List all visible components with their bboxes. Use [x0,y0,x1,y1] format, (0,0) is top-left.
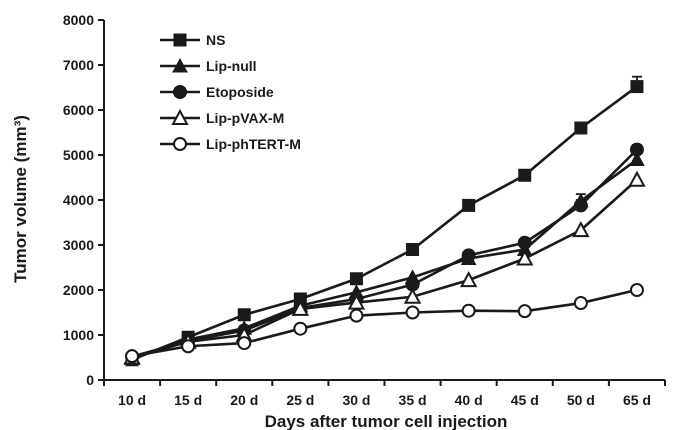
data-point-etoposide [629,142,644,157]
data-point-ns [349,272,363,286]
y-axis-title: Tumor volume (mm³) [11,115,30,283]
series-line-lip-pvax-m [131,178,638,359]
data-point-ns [574,121,588,135]
legend-entry-lip-null: Lip-null [160,57,257,74]
legend-marker-lip-null [172,57,188,73]
legend: NS Lip-null Etoposide Lip-pVAX-M Lip-phTERT-… [160,32,301,152]
x-tick-label: 15 d [174,392,202,408]
y-tick-label: 2000 [63,282,94,298]
y-tick-label: 1000 [63,327,94,343]
y-tick-label: 6000 [63,102,94,118]
x-tick-label: 40 d [455,392,483,408]
legend-label: NS [206,32,225,48]
series-line-lip-phtert-m [131,288,638,358]
legend-marker-lip-phtert-m [173,137,187,151]
data-point-lip-pvax-m [459,270,478,288]
data-point-lip-pvax-m [628,170,646,187]
legend-marker-lip-pvax-m [171,108,189,125]
data-point-ns [462,198,476,212]
data-point-ns [406,243,420,256]
legend-entry-lip-phtert-m: Lip-phTERT-M [160,136,301,152]
legend-entry-lip-pvax-m: Lip-pVAX-M [160,108,284,126]
y-tick-label: 4000 [63,192,94,208]
data-point-lip-phtert-m [349,308,364,323]
legend-label: Lip-null [206,58,257,74]
axes: 0 1000 2000 3000 4000 5000 6000 7000 8000 10 d 15 … [63,12,666,408]
data-point-etoposide [517,235,532,250]
series-ns [125,75,644,367]
x-tick-label: 20 d [230,392,258,408]
y-tick-label: 5000 [63,147,94,163]
x-tick-label: 25 d [286,392,314,408]
legend-entry-ns: NS [160,32,225,48]
data-point-ns [630,80,644,94]
series-lip-pvax-m [123,170,646,365]
data-point-lip-phtert-m [629,283,644,297]
data-point-lip-pvax-m [403,287,422,304]
data-point-lip-phtert-m [237,336,252,351]
data-point-lip-phtert-m [293,321,308,336]
data-point-lip-phtert-m [181,339,196,354]
x-tick-label: 30 d [342,392,370,408]
x-tick-label: 50 d [567,392,595,408]
x-tick-label: 45 d [511,392,539,408]
y-tick-label: 0 [86,372,94,388]
y-tick-label: 7000 [63,57,94,73]
x-tick-label: 35 d [399,392,427,408]
legend-label: Lip-pVAX-M [206,110,284,126]
x-axis-title: Days after tumor cell injection [265,412,508,430]
data-point-lip-phtert-m [517,304,532,319]
data-point-etoposide [461,248,476,263]
data-point-lip-pvax-m [572,221,590,238]
legend-entry-etoposide: Etoposide [160,84,274,100]
series-lip-phtert-m [125,283,644,364]
data-point-lip-phtert-m [573,296,588,311]
series-layer [123,75,646,367]
x-tick-label: 65 d [623,392,651,408]
data-point-lip-phtert-m [461,303,476,318]
legend-label: Etoposide [206,84,274,100]
data-point-ns [237,308,251,322]
x-tick-label: 10 d [118,392,146,408]
legend-marker-etoposide [173,85,187,99]
series-line-ns [131,85,638,361]
data-point-ns [518,168,532,182]
y-tick-label: 3000 [63,237,94,253]
legend-label: Lip-phTERT-M [206,136,301,152]
y-tick-label: 8000 [63,12,94,28]
data-point-lip-pvax-m [516,249,534,266]
data-point-lip-null [629,151,645,166]
data-point-lip-phtert-m [125,349,140,364]
data-point-lip-pvax-m [347,293,366,310]
legend-marker-ns [173,33,187,47]
data-point-etoposide [573,198,588,213]
series-line-etoposide [131,148,638,358]
data-point-lip-phtert-m [405,305,420,320]
data-point-lip-pvax-m [291,299,310,316]
